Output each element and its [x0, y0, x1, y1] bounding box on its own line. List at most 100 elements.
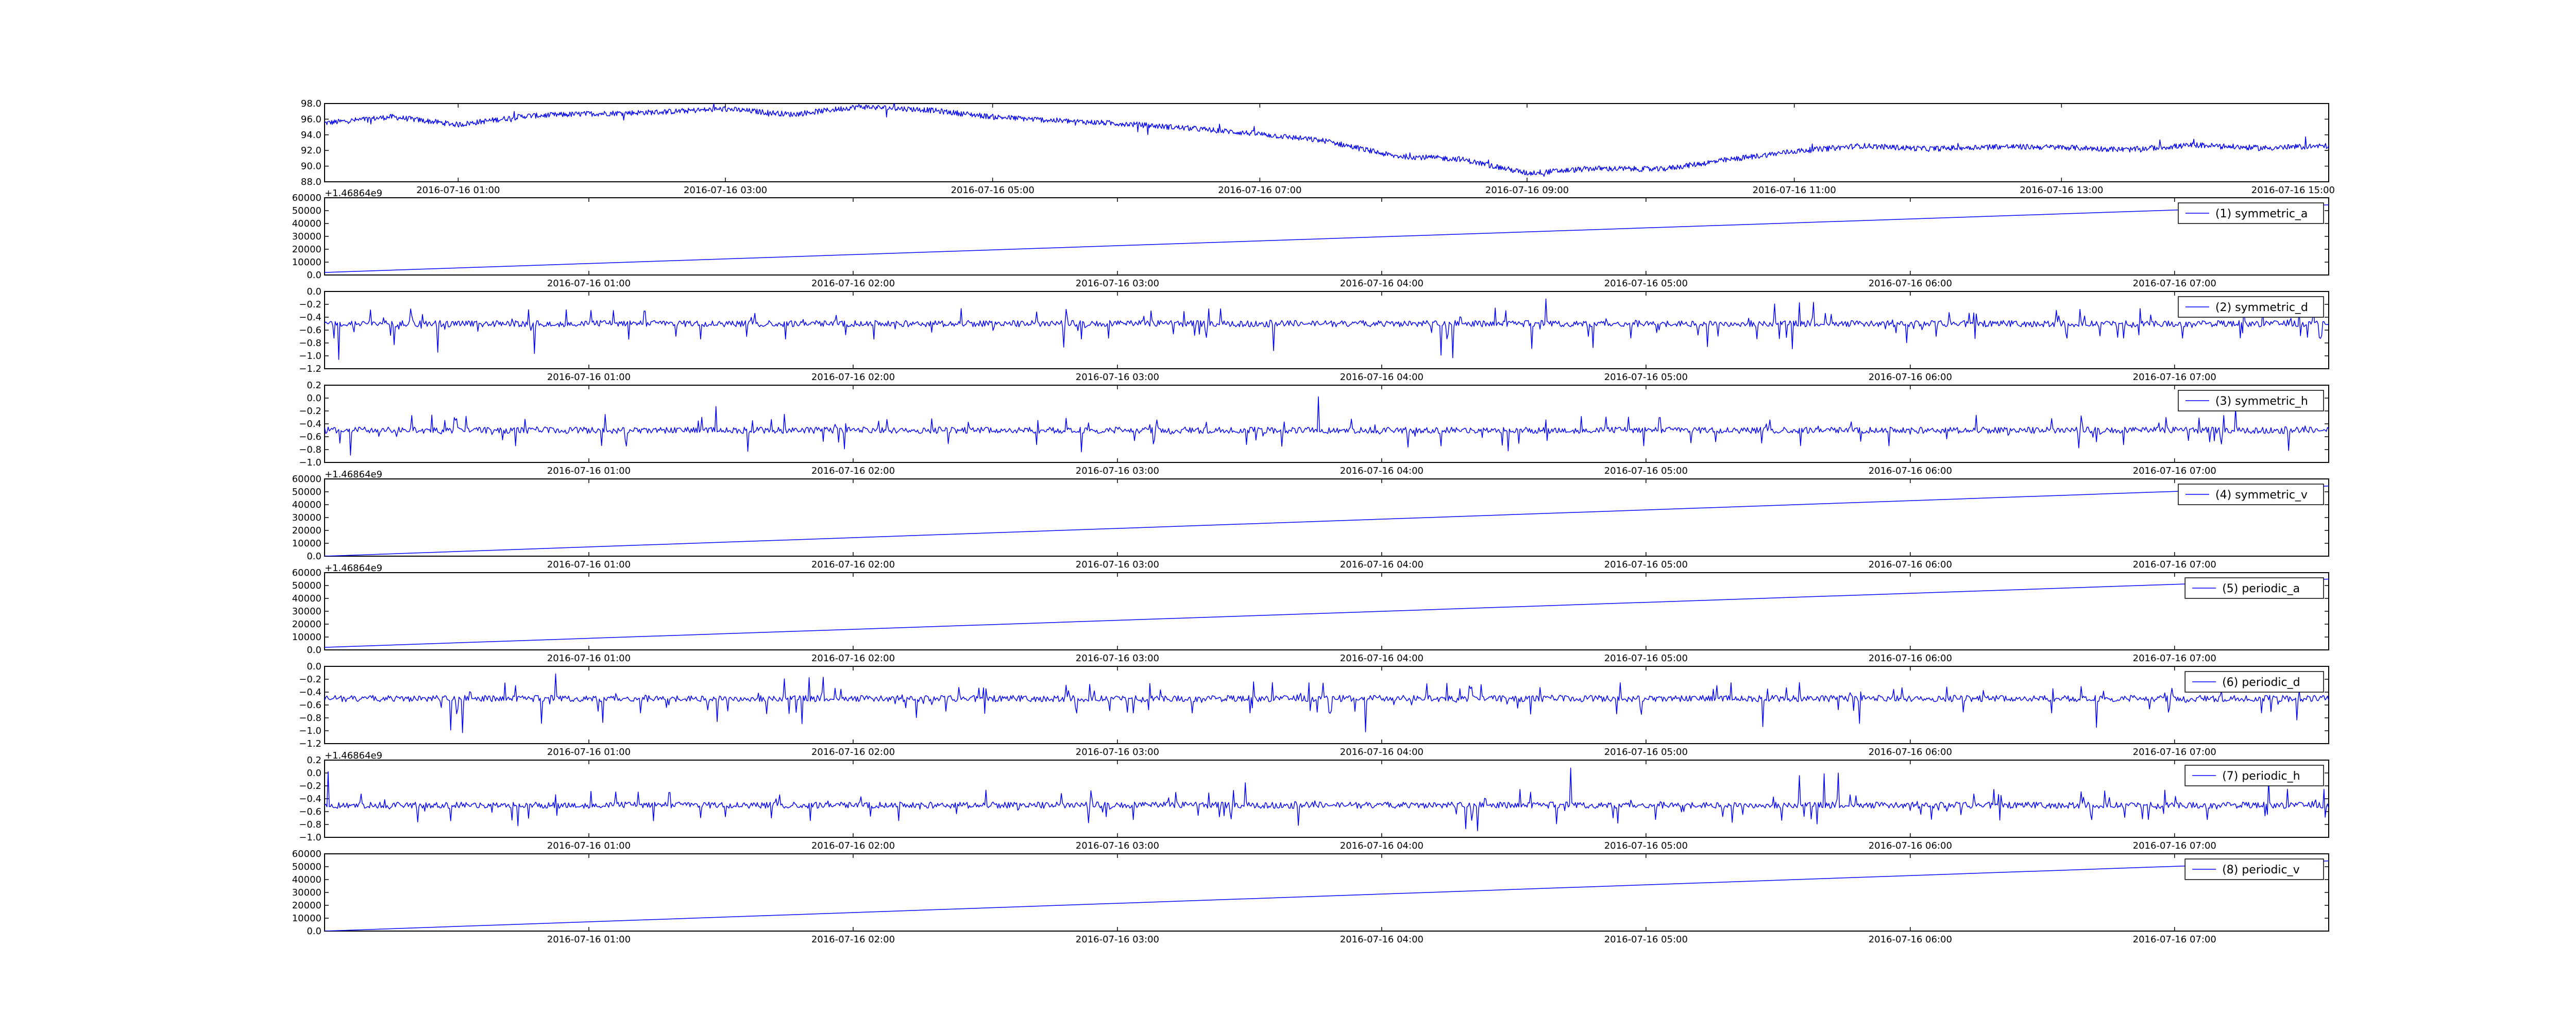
y-tick-label: 0.0	[307, 270, 321, 281]
x-tick-label: 2016-07-16 06:00	[1869, 372, 1952, 383]
series-line	[325, 104, 2329, 177]
x-tick-label: 2016-07-16 02:00	[811, 747, 895, 758]
x-tick-label: 2016-07-16 01:00	[547, 840, 631, 851]
x-tick-label: 2016-07-16 06:00	[1869, 653, 1952, 664]
y-tick-label: −0.8	[299, 338, 321, 349]
x-tick-label: 2016-07-16 03:00	[1076, 840, 1159, 851]
legend: (7) periodic_h	[2184, 765, 2324, 786]
legend-entry: (7) periodic_h	[2222, 770, 2300, 783]
y-tick-label: −0.2	[299, 781, 321, 792]
x-tick-label: 2016-07-16 11:00	[1753, 185, 1836, 196]
legend: (8) periodic_v	[2184, 858, 2324, 880]
x-tick-label: 2016-07-16 03:00	[1076, 372, 1159, 383]
y-tick-label: 10000	[292, 538, 321, 549]
x-tick-label: 2016-07-16 04:00	[1340, 559, 1423, 570]
x-tick-label: 2016-07-16 01:00	[547, 653, 631, 664]
x-tick-label: 2016-07-16 05:00	[1604, 653, 1688, 664]
y-tick-label: −0.2	[299, 299, 321, 310]
y-tick-label: 0.0	[307, 661, 321, 672]
x-tick-label: 2016-07-16 07:00	[2133, 372, 2216, 383]
axes-frame	[324, 103, 2329, 182]
y-tick-label: −1.0	[299, 832, 321, 843]
series-line	[325, 767, 2329, 832]
x-tick-label: 2016-07-16 05:00	[1604, 934, 1688, 945]
x-tick-label: 2016-07-16 02:00	[811, 934, 895, 945]
y-tick-label: −0.4	[299, 687, 321, 698]
y-tick-label: 30000	[292, 231, 321, 242]
y-tick-label: 0.0	[307, 551, 321, 562]
y-tick-label: 20000	[292, 244, 321, 255]
y-tick-label: 0.0	[307, 286, 321, 297]
x-tick-label: 2016-07-16 02:00	[811, 372, 895, 383]
x-tick-label: 2016-07-16 02:00	[811, 466, 895, 476]
x-tick-label: 2016-07-16 04:00	[1340, 466, 1423, 476]
x-tick-label: 2016-07-16 03:00	[1076, 747, 1159, 758]
series-line	[325, 486, 2329, 556]
x-tick-label: 2016-07-16 01:00	[547, 934, 631, 945]
series-line	[325, 861, 2329, 931]
x-tick-label: 2016-07-16 05:00	[1604, 747, 1688, 758]
x-tick-label: 2016-07-16 02:00	[811, 653, 895, 664]
x-tick-label: 2016-07-16 01:00	[416, 185, 500, 196]
y-offset-label: +1.46864e9	[325, 750, 382, 761]
panel-0: 88.0 90.0 92.0 94.0 96.0 98.0 2016-07-16 01:00…	[301, 98, 2335, 196]
y-tick-label: 10000	[292, 632, 321, 643]
panel-6: −1.2 −1.0 −0.8 −0.6 −0.4 −0.2 0.0 2016-07-16 01…	[299, 661, 2329, 758]
x-tick-label: 2016-07-16 15:00	[2251, 185, 2335, 196]
y-tick-label: 60000	[292, 849, 321, 859]
x-tick-label: 2016-07-16 13:00	[2020, 185, 2103, 196]
x-tick-label: 2016-07-16 04:00	[1340, 747, 1423, 758]
panel-1: 0.0 10000 20000 30000 40000 50000 60000 2016-07…	[292, 188, 2329, 289]
x-tick-label: 2016-07-16 03:00	[1076, 934, 1159, 945]
x-tick-label: 2016-07-16 02:00	[811, 559, 895, 570]
legend-entry: (4) symmetric_v	[2215, 489, 2308, 502]
x-tick-label: 2016-07-16 04:00	[1340, 653, 1423, 664]
series-line	[325, 204, 2329, 273]
y-tick-label: −0.4	[299, 419, 321, 429]
legend: (6) periodic_d	[2184, 671, 2324, 693]
y-tick-label: 60000	[292, 567, 321, 578]
y-tick-label: 60000	[292, 193, 321, 203]
x-tick-label: 2016-07-16 01:00	[547, 747, 631, 758]
x-tick-label: 2016-07-16 06:00	[1869, 278, 1952, 289]
y-tick-label: 20000	[292, 900, 321, 911]
x-tick-label: 2016-07-16 05:00	[1604, 466, 1688, 476]
x-tick-label: 2016-07-16 04:00	[1340, 372, 1423, 383]
x-tick-label: 2016-07-16 03:00	[1076, 559, 1159, 570]
y-tick-label: 50000	[292, 862, 321, 872]
y-offset-label: +1.46864e9	[325, 469, 382, 480]
legend-entry: (6) periodic_d	[2222, 676, 2300, 689]
axes-frame	[324, 291, 2329, 369]
x-tick-label: 2016-07-16 01:00	[547, 372, 631, 383]
x-tick-label: 2016-07-16 07:00	[2133, 747, 2216, 758]
y-tick-label: −1.2	[299, 738, 321, 749]
y-tick-label: 0.2	[307, 380, 321, 391]
y-tick-label: 0.2	[307, 755, 321, 766]
x-tick-label: 2016-07-16 07:00	[2133, 559, 2216, 570]
legend: (3) symmetric_h	[2178, 390, 2324, 411]
axes-frame	[324, 572, 2329, 650]
x-tick-label: 2016-07-16 05:00	[1604, 278, 1688, 289]
series-line	[325, 673, 2329, 733]
x-tick-label: 2016-07-16 04:00	[1340, 278, 1423, 289]
axes-frame	[324, 760, 2329, 838]
y-tick-label: −0.8	[299, 713, 321, 724]
axes-frame	[324, 666, 2329, 744]
y-tick-label: 88.0	[301, 177, 321, 187]
x-tick-label: 2016-07-16 01:00	[547, 466, 631, 476]
x-tick-label: 2016-07-16 02:00	[811, 278, 895, 289]
y-tick-label: 20000	[292, 525, 321, 536]
y-tick-label: −0.4	[299, 312, 321, 323]
x-tick-label: 2016-07-16 07:00	[2133, 934, 2216, 945]
x-tick-label: 2016-07-16 09:00	[1485, 185, 1569, 196]
legend-entry: (5) periodic_a	[2222, 582, 2300, 595]
x-tick-label: 2016-07-16 06:00	[1869, 934, 1952, 945]
y-tick-label: 20000	[292, 619, 321, 630]
y-tick-label: −0.4	[299, 794, 321, 804]
x-tick-label: 2016-07-16 01:00	[547, 559, 631, 570]
y-tick-label: 90.0	[301, 161, 321, 172]
y-tick-label: −1.2	[299, 364, 321, 374]
y-tick-label: 94.0	[301, 130, 321, 141]
x-tick-label: 2016-07-16 07:00	[1218, 185, 1301, 196]
